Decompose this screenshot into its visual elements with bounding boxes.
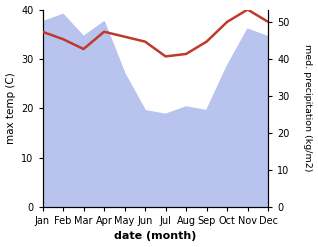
Y-axis label: med. precipitation (kg/m2): med. precipitation (kg/m2) bbox=[303, 44, 313, 172]
X-axis label: date (month): date (month) bbox=[114, 231, 197, 242]
Y-axis label: max temp (C): max temp (C) bbox=[5, 72, 16, 144]
